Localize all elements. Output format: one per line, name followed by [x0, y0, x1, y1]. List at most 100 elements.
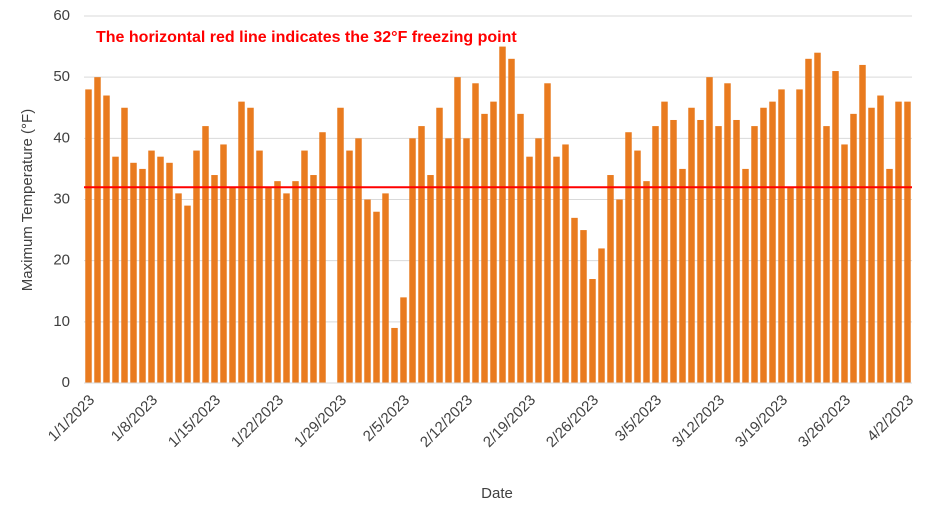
bar: [841, 144, 848, 383]
bar: [166, 162, 173, 383]
bar: [211, 175, 218, 383]
x-tick-label: 3/12/2023: [669, 392, 728, 451]
bar: [706, 77, 713, 384]
bar: [571, 217, 578, 383]
bar: [481, 113, 488, 383]
bar: [247, 107, 254, 383]
bar: [256, 150, 263, 383]
y-tick-label: 50: [53, 68, 70, 85]
bar: [580, 230, 587, 383]
x-tick-label: 2/19/2023: [480, 392, 539, 451]
bar: [544, 83, 551, 384]
x-tick-label: 1/22/2023: [228, 392, 287, 451]
bar: [418, 126, 425, 383]
bar: [553, 156, 560, 383]
bar: [94, 77, 101, 384]
x-axis-label: Date: [481, 485, 513, 502]
bar: [508, 58, 515, 384]
bar: [670, 119, 677, 383]
bar: [364, 199, 371, 383]
bar: [238, 101, 245, 383]
x-tick-label: 3/5/2023: [612, 392, 665, 445]
bar: [184, 205, 191, 383]
bar: [112, 156, 119, 383]
bar: [400, 297, 407, 383]
bar: [148, 150, 155, 383]
bar: [805, 58, 812, 384]
bar: [769, 101, 776, 383]
bar: [724, 83, 731, 384]
bar: [301, 150, 308, 383]
bar: [265, 187, 272, 383]
bar: [463, 138, 470, 383]
bar: [472, 83, 479, 384]
bar: [607, 175, 614, 383]
x-tick-label: 1/8/2023: [108, 392, 161, 445]
bar: [589, 279, 596, 383]
bar: [634, 150, 641, 383]
bar: [877, 95, 884, 384]
bar: [391, 327, 398, 383]
bar: [616, 199, 623, 383]
bar: [499, 46, 506, 383]
bar: [796, 89, 803, 384]
bar: [787, 187, 794, 383]
bar: [175, 193, 182, 383]
bar: [751, 126, 758, 383]
bar: [274, 181, 281, 383]
bar: [679, 168, 686, 383]
bar: [832, 71, 839, 384]
bar: [409, 138, 416, 383]
bar: [436, 107, 443, 383]
bar: [688, 107, 695, 383]
bar: [139, 168, 146, 383]
bar: [373, 211, 380, 383]
x-tick-label: 1/1/2023: [45, 392, 98, 445]
x-tick-label: 3/26/2023: [795, 392, 854, 451]
bar: [778, 89, 785, 384]
bar: [535, 138, 542, 383]
x-tick-label: 2/26/2023: [543, 392, 602, 451]
x-tick-label: 4/2/2023: [864, 392, 917, 445]
bar: [310, 175, 317, 383]
bar: [760, 107, 767, 383]
bar: [526, 156, 533, 383]
x-tick-label: 3/19/2023: [732, 392, 791, 451]
x-tick-label: 2/12/2023: [417, 392, 476, 451]
bar: [355, 138, 362, 383]
bar: [895, 101, 902, 383]
bar: [517, 113, 524, 383]
bar: [625, 132, 632, 383]
bar: [814, 52, 821, 383]
bar: [346, 150, 353, 383]
bar: [733, 119, 740, 383]
bar: [490, 101, 497, 383]
y-tick-label: 20: [53, 252, 70, 269]
x-tick-label: 2/5/2023: [360, 392, 413, 445]
bar: [697, 119, 704, 383]
bar: [886, 168, 893, 383]
x-tick-label: 1/15/2023: [165, 392, 224, 451]
bar: [130, 162, 137, 383]
bar: [850, 113, 857, 383]
bar: [193, 150, 200, 383]
bar: [868, 107, 875, 383]
bar: [715, 126, 722, 383]
bar: [742, 168, 749, 383]
y-tick-label: 0: [62, 374, 70, 391]
bar: [598, 248, 605, 383]
bar: [454, 77, 461, 384]
bar: [103, 95, 110, 384]
y-tick-label: 40: [53, 129, 70, 146]
bar: [643, 181, 650, 383]
bar: [157, 156, 164, 383]
bar: [85, 89, 92, 384]
bar: [652, 126, 659, 383]
bar: [337, 107, 344, 383]
bar: [823, 126, 830, 383]
annotation: The horizontal red line indicates the 32…: [96, 29, 517, 46]
bar: [445, 138, 452, 383]
bar: [202, 126, 209, 383]
bar: [562, 144, 569, 383]
